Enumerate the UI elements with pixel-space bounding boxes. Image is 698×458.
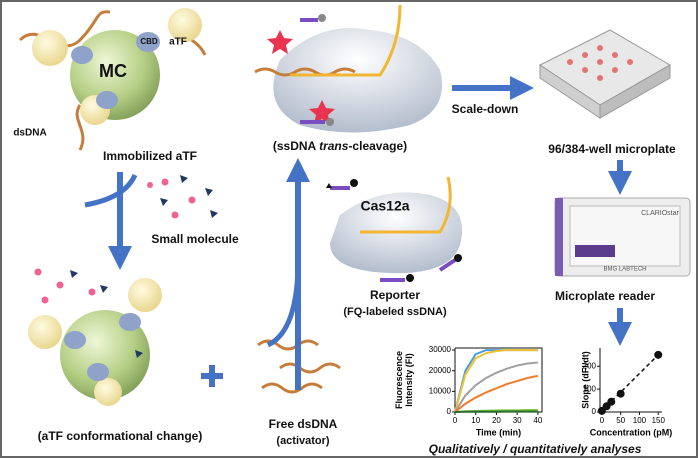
arc (266, 249, 301, 348)
immobilized-label: Immobilized aTF (103, 149, 197, 163)
bmg-label: BMG LABTECH (603, 267, 646, 273)
x-axis-title: Time (min) (476, 427, 521, 437)
point (607, 397, 616, 406)
microplate-label: 96/384-well microplate (548, 142, 676, 156)
clariostar-label: CLARIOstar (641, 210, 679, 217)
x-tick-label: 50 (616, 416, 625, 425)
y-axis-title: FluorescenceIntensity (FI) (394, 351, 414, 409)
cleavage-label: (ssDNA trans-cleavage) (273, 139, 407, 153)
x-tick-label: 100 (633, 416, 647, 425)
y-axis-title-line: Fluorescence (394, 351, 404, 409)
atf-label: aTF (169, 37, 187, 48)
cleavage-text: -cleavage) (348, 139, 407, 153)
y-axis-title: Slope (dFI/dt) (580, 351, 590, 409)
small-molecules (160, 175, 218, 218)
series-line (454, 361, 538, 413)
axes (454, 347, 543, 413)
mc-label: MC (99, 61, 127, 81)
conformational-illustration (28, 268, 162, 406)
fit-line (601, 354, 659, 412)
x-tick-label: 150 (652, 416, 666, 425)
series-line (454, 349, 538, 413)
dsdna-label: dsDNA (13, 128, 46, 139)
y-tick-label: 30000 (429, 345, 452, 354)
fq-label: (FQ-labeled ssDNA) (343, 306, 447, 318)
y-tick-label: 100 (583, 384, 597, 393)
x-tick-label: 0 (600, 416, 605, 425)
x-tick-label: 30 (513, 416, 522, 425)
cleavage-text: trans (319, 139, 349, 153)
scale-down-label: Scale-down (452, 102, 519, 116)
trans-cleavage-illustration (254, 4, 442, 133)
y-tick-label: 200 (583, 361, 597, 370)
x-tick-label: 10 (471, 416, 480, 425)
y-tick-label: 0 (447, 407, 452, 416)
arc (84, 173, 138, 208)
y-axis-title-line: Intensity (FI) (404, 353, 414, 407)
free-dsdna-label: Free dsDNA (269, 417, 338, 431)
plus (201, 365, 223, 387)
reader-label: Microplate reader (555, 289, 655, 303)
immobilized-atf-illustration (18, 8, 207, 151)
free-dsdna (257, 339, 341, 394)
series-line (454, 374, 539, 413)
cas12a-illustration (326, 176, 462, 282)
activator-label: (activator) (276, 435, 330, 447)
reporter-label: Reporter (370, 288, 420, 302)
point (654, 350, 663, 359)
reader-illustration (554, 197, 691, 277)
y-tick-label: 20000 (429, 366, 452, 375)
small-molecule-label: Small molecule (151, 232, 239, 246)
analyses-label: Qualitatively / quantitatively analyses (429, 442, 642, 456)
y-tick-label: 0 (592, 407, 597, 416)
conformational-label: (aTF conformational change) (38, 429, 203, 443)
x-tick-label: 40 (533, 416, 542, 425)
microplate-illustration (539, 29, 671, 119)
x-tick-label: 20 (492, 416, 501, 425)
x-axis-title: Concentration (pM) (590, 427, 673, 437)
small-molecules-pink (147, 178, 196, 219)
cbd-label: CBD (140, 37, 158, 46)
x-tick-label: 0 (453, 416, 458, 425)
cas12a-label: Cas12a (360, 198, 409, 214)
point (616, 389, 625, 398)
y-tick-label: 10000 (429, 386, 452, 395)
cleavage-text: (ssDNA (273, 139, 319, 153)
